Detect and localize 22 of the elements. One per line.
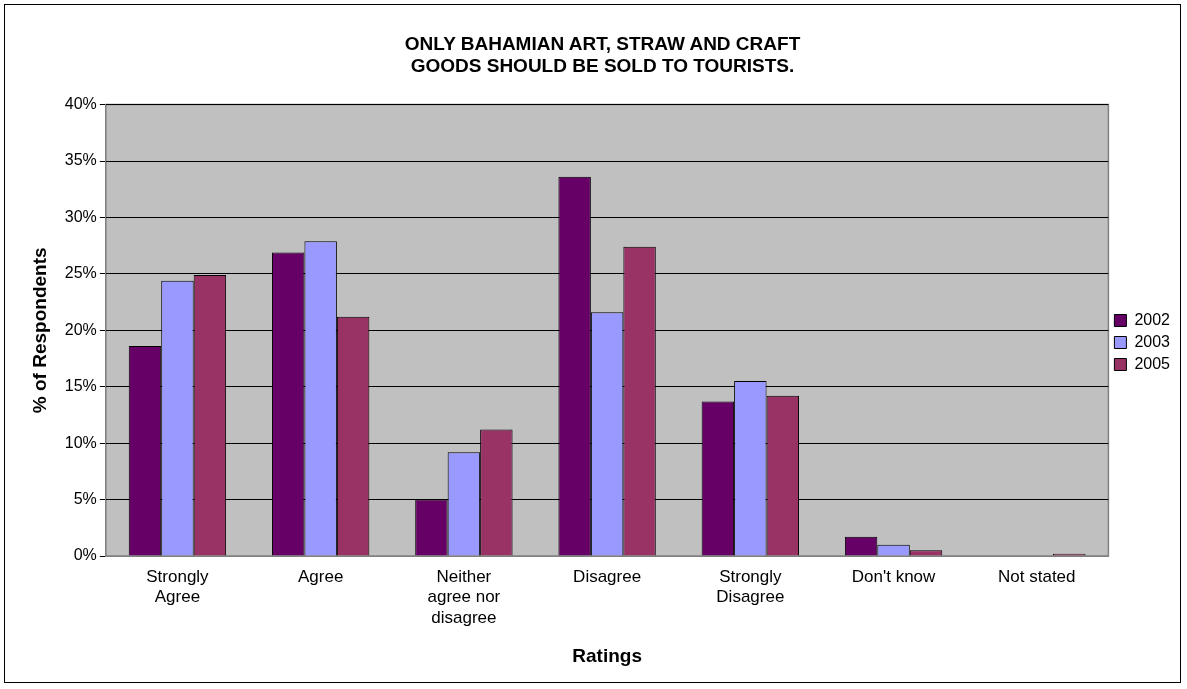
x-tick-label: Agree: [297, 566, 344, 586]
x-axis-title: Ratings: [572, 644, 642, 666]
y-tick-label: 0%: [73, 546, 97, 564]
y-tick-label: 10%: [64, 433, 97, 451]
y-tick-label: 25%: [64, 264, 97, 282]
x-tick-label: Strongly Disagree: [716, 566, 785, 607]
legend-label: 2002: [1134, 310, 1171, 328]
y-tick-label: 30%: [64, 207, 97, 225]
x-tick-label: Disagree: [573, 566, 642, 586]
y-axis-title: % of Respondents: [28, 247, 50, 414]
legend-label: 2003: [1134, 332, 1171, 350]
x-tick-label: Not stated: [998, 566, 1076, 586]
y-tick-label: 15%: [64, 377, 97, 395]
legend-label: 2005: [1134, 354, 1171, 372]
chart-title: ONLY BAHAMIAN ART, STRAW AND CRAFT GOODS SHOULD BE SOLD TO TOURISTS.: [404, 32, 801, 77]
y-tick-label: 5%: [73, 489, 97, 507]
y-tick-label: 40%: [64, 95, 97, 113]
x-tick-label: Neither agree nor disagree: [427, 566, 501, 627]
x-tick-label: Strongly Agree: [146, 566, 210, 607]
y-tick-label: 20%: [64, 320, 97, 338]
y-tick-label: 35%: [64, 151, 97, 169]
x-tick-label: Don't know: [851, 566, 937, 586]
